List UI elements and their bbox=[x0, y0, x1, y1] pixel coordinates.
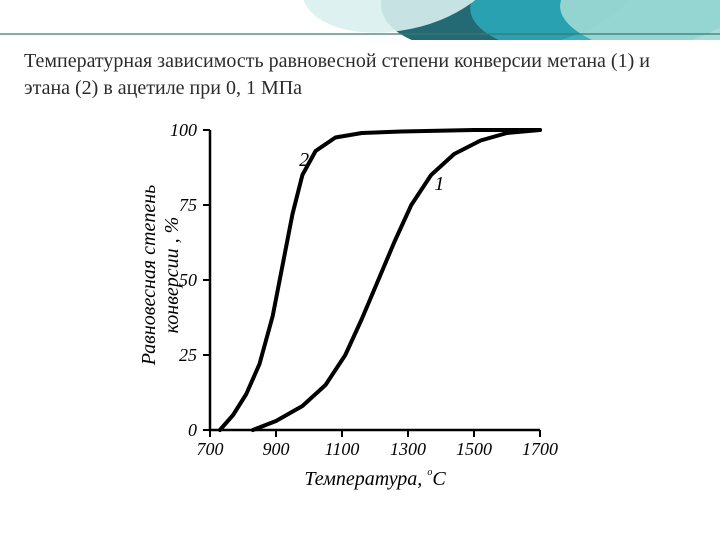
svg-text:900: 900 bbox=[263, 439, 290, 459]
svg-text:1700: 1700 bbox=[522, 439, 558, 459]
banner-svg bbox=[0, 0, 720, 40]
svg-text:0: 0 bbox=[188, 420, 197, 440]
x-axis-label: Температура, oС bbox=[210, 468, 540, 491]
svg-text:1500: 1500 bbox=[456, 439, 492, 459]
curve-1 bbox=[253, 130, 540, 430]
svg-text:700: 700 bbox=[197, 439, 224, 459]
decorative-banner bbox=[0, 0, 720, 40]
y-axis-label: Равновесная степеньконверсии , % bbox=[138, 125, 184, 425]
series-label-1: 1 bbox=[434, 173, 444, 195]
title-text: Температурная зависимость равновесной ст… bbox=[24, 50, 650, 99]
page-title: Температурная зависимость равновесной ст… bbox=[24, 48, 696, 102]
svg-text:1300: 1300 bbox=[390, 439, 426, 459]
svg-text:1100: 1100 bbox=[325, 439, 360, 459]
chart-svg: 0255075100700900110013001500170021 bbox=[120, 120, 600, 520]
series-label-2: 2 bbox=[299, 149, 309, 171]
conversion-chart: 0255075100700900110013001500170021 Равно… bbox=[120, 120, 600, 520]
